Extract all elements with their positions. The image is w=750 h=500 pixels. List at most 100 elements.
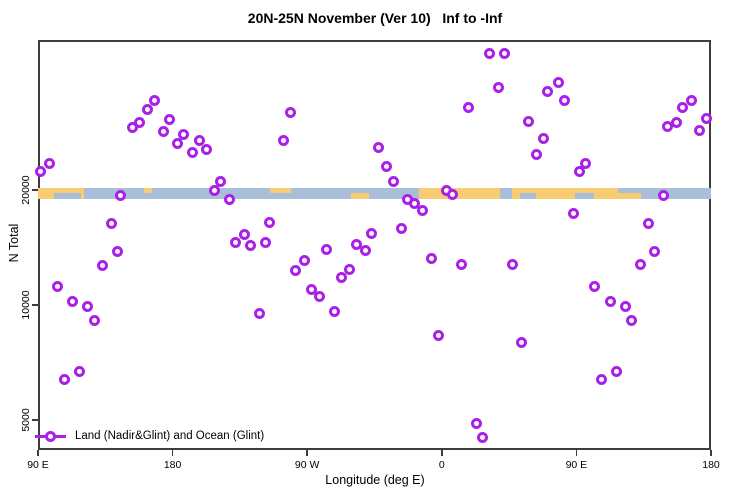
- data-point: [552, 76, 564, 88]
- data-point: [493, 81, 505, 93]
- data-point: [657, 189, 669, 201]
- data-point: [66, 296, 78, 308]
- data-point: [373, 142, 385, 154]
- data-point: [360, 244, 372, 256]
- data-point: [208, 185, 220, 197]
- x-tick-mark: [171, 450, 174, 456]
- x-axis-label: Longitude (deg E): [325, 473, 425, 487]
- data-point: [171, 137, 183, 149]
- data-point: [579, 157, 591, 169]
- data-point: [455, 258, 467, 270]
- data-point: [134, 116, 146, 128]
- data-point: [114, 190, 126, 202]
- data-point: [484, 48, 496, 60]
- data-point: [289, 265, 301, 277]
- data-point: [642, 218, 654, 230]
- x-tick-mark: [306, 450, 308, 456]
- legend-circle-marker-icon: [45, 431, 56, 442]
- x-tick-label: 180: [702, 459, 720, 471]
- y-tick-label: 20000: [20, 175, 32, 205]
- data-point: [259, 236, 271, 248]
- data-point: [588, 280, 600, 292]
- data-point: [470, 417, 482, 429]
- data-point: [35, 165, 47, 177]
- data-point: [499, 48, 511, 60]
- data-point: [395, 222, 407, 234]
- data-point: [96, 259, 108, 271]
- x-tick-label: 180: [163, 459, 182, 471]
- data-point: [298, 254, 310, 266]
- data-point: [105, 218, 117, 230]
- data-point: [177, 129, 189, 141]
- x-tick-mark: [441, 450, 443, 456]
- data-point: [238, 228, 250, 240]
- data-point: [530, 148, 542, 160]
- data-point: [573, 166, 585, 178]
- data-point: [164, 114, 176, 126]
- data-point: [141, 104, 153, 116]
- data-point: [620, 301, 632, 313]
- data-point: [264, 217, 276, 229]
- y-tick-label: 10000: [20, 290, 32, 320]
- data-point: [285, 106, 297, 118]
- data-point: [596, 373, 608, 385]
- land-segment: [350, 193, 369, 199]
- data-point: [611, 365, 623, 377]
- data-point: [677, 102, 689, 114]
- data-point: [433, 330, 445, 342]
- data-point: [388, 176, 400, 188]
- data-point: [671, 116, 683, 128]
- data-point: [515, 336, 527, 348]
- data-point: [409, 198, 421, 210]
- x-tick-label: 90 E: [565, 459, 588, 471]
- data-point: [253, 308, 265, 319]
- data-point: [149, 95, 161, 107]
- data-point: [186, 146, 198, 158]
- data-point: [194, 135, 206, 147]
- land-segment: [144, 187, 152, 193]
- data-point: [425, 253, 437, 265]
- data-point: [81, 301, 93, 313]
- data-point: [380, 161, 392, 173]
- y-tick-mark: [32, 304, 38, 306]
- data-point: [693, 124, 705, 136]
- data-point: [244, 240, 256, 252]
- data-point: [635, 258, 647, 270]
- plot-area: [38, 40, 711, 450]
- data-point: [343, 263, 355, 275]
- data-point: [306, 283, 318, 295]
- data-point: [506, 258, 518, 270]
- data-point: [328, 306, 340, 318]
- ocean-patch: [519, 193, 536, 199]
- data-point: [59, 373, 71, 385]
- data-point: [366, 227, 377, 239]
- x-tick-label: 90 E: [27, 459, 49, 471]
- data-point: [701, 113, 712, 125]
- data-point: [605, 296, 617, 308]
- y-tick-mark: [32, 419, 38, 421]
- data-point: [214, 176, 226, 188]
- data-point: [626, 315, 638, 327]
- data-point: [523, 115, 535, 127]
- data-point: [201, 143, 213, 155]
- data-point: [336, 272, 348, 284]
- data-point: [44, 158, 56, 170]
- data-point: [686, 94, 698, 106]
- data-point: [446, 188, 458, 200]
- data-point: [158, 125, 170, 137]
- ocean-strip: [38, 187, 711, 199]
- y-axis-label: N Total: [7, 223, 21, 263]
- data-point: [476, 431, 488, 443]
- chart-title: 20N-25N November (Ver 10) Inf to -Inf: [247, 10, 503, 26]
- data-point: [89, 315, 101, 327]
- land-segment: [419, 187, 501, 199]
- ocean-patch: [618, 187, 641, 193]
- data-point: [542, 85, 554, 97]
- data-point: [648, 246, 660, 258]
- x-tick-mark: [575, 450, 578, 456]
- data-point: [463, 102, 475, 114]
- data-point: [277, 134, 289, 146]
- data-point: [558, 94, 570, 106]
- y-tick-mark: [32, 189, 38, 191]
- data-point: [313, 291, 325, 303]
